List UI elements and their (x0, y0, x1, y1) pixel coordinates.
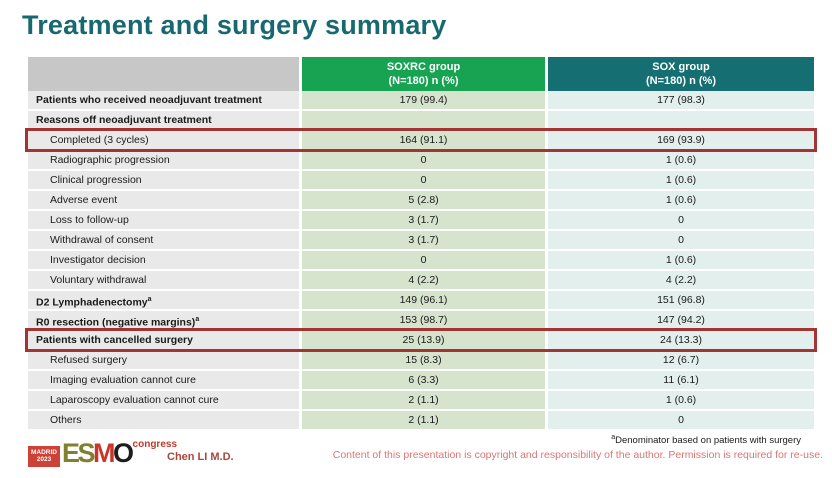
sox-value (548, 111, 814, 129)
soxrc-value: 5 (2.8) (302, 191, 548, 209)
table-row: Withdrawal of consent 3 (1.7) 0 (28, 231, 814, 249)
soxrc-value: 2 (1.1) (302, 411, 548, 429)
sox-value: 151 (96.8) (548, 291, 814, 309)
sox-value: 12 (6.7) (548, 351, 814, 369)
sox-value: 4 (2.2) (548, 271, 814, 289)
slide-title: Treatment and surgery summary (22, 10, 447, 40)
logo-city: MADRID (31, 449, 57, 456)
soxrc-value: 164 (91.1) (302, 131, 548, 149)
table-row: Reasons off neoadjuvant treatment (28, 111, 814, 129)
soxrc-value: 0 (302, 151, 548, 169)
sox-value: 1 (0.6) (548, 391, 814, 409)
row-label: Imaging evaluation cannot cure (28, 371, 302, 389)
table-row: Others 2 (1.1) 0 (28, 411, 814, 429)
esmo-letter-m: M (93, 438, 116, 468)
soxrc-value: 15 (8.3) (302, 351, 548, 369)
table-row: Voluntary withdrawal 4 (2.2) 4 (2.2) (28, 271, 814, 289)
sox-value: 1 (0.6) (548, 191, 814, 209)
soxrc-value: 6 (3.3) (302, 371, 548, 389)
sox-value: 11 (6.1) (548, 371, 814, 389)
row-label: Refused surgery (28, 351, 302, 369)
row-label: Laparoscopy evaluation cannot cure (28, 391, 302, 409)
header-cell-empty (28, 57, 302, 91)
congress-label: congress (132, 439, 178, 450)
soxrc-value: 4 (2.2) (302, 271, 548, 289)
row-label: Patients who received neoadjuvant treatm… (28, 91, 302, 109)
label-superscript: a (147, 296, 152, 303)
soxrc-value: 0 (302, 251, 548, 269)
sox-value: 0 (548, 411, 814, 429)
esmo-congress-logo: MADRID 2023 ESMO congress (28, 438, 177, 467)
row-label: Clinical progression (28, 171, 302, 189)
row-label: Withdrawal of consent (28, 231, 302, 249)
soxrc-value: 149 (96.1) (302, 291, 548, 309)
sox-value: 147 (94.2) (548, 311, 814, 329)
copyright-notice: Content of this presentation is copyrigh… (332, 449, 823, 461)
column-sub: (N=180) n (%) (646, 75, 716, 88)
table-row: Loss to follow-up 3 (1.7) 0 (28, 211, 814, 229)
table-row: Clinical progression 0 1 (0.6) (28, 171, 814, 189)
row-label: Voluntary withdrawal (28, 271, 302, 289)
table-row: Imaging evaluation cannot cure 6 (3.3) 11 … (28, 371, 814, 389)
soxrc-value: 0 (302, 171, 548, 189)
table-row-highlighted: Completed (3 cycles) 164 (91.1) 169 (93.9) (25, 128, 817, 152)
author-name: Chen LI M.D. (167, 451, 234, 463)
table-row: Investigator decision 0 1 (0.6) (28, 251, 814, 269)
row-label: Completed (3 cycles) (28, 131, 302, 149)
table-body: Patients who received neoadjuvant treatm… (25, 91, 817, 429)
table-row: Adverse event 5 (2.8) 1 (0.6) (28, 191, 814, 209)
row-label: Loss to follow-up (28, 211, 302, 229)
label-superscript: a (195, 316, 200, 323)
table-row: Radiographic progression 0 1 (0.6) (28, 151, 814, 169)
row-label: Investigator decision (28, 251, 302, 269)
soxrc-value (302, 111, 548, 129)
madrid-2023-badge: MADRID 2023 (28, 446, 60, 467)
footnote-text: Denominator based on patients with surge… (615, 435, 801, 447)
summary-table: SOXRC group (N=180) n (%) SOX group (N=1… (25, 57, 817, 431)
sox-value: 169 (93.9) (548, 131, 814, 149)
table-row: Patients who received neoadjuvant treatm… (28, 91, 814, 109)
sox-value: 1 (0.6) (548, 171, 814, 189)
soxrc-value: 179 (99.4) (302, 91, 548, 109)
sox-value: 0 (548, 231, 814, 249)
soxrc-value: 2 (1.1) (302, 391, 548, 409)
esmo-wordmark: ESMO (62, 438, 134, 468)
table-header-row: SOXRC group (N=180) n (%) SOX group (N=1… (28, 57, 814, 91)
row-label: Others (28, 411, 302, 429)
table-row-highlighted: Patients with cancelled surgery 25 (13.9)… (25, 328, 817, 352)
column-name: SOX group (652, 61, 710, 73)
soxrc-value: 3 (1.7) (302, 231, 548, 249)
column-name: SOXRC group (386, 61, 461, 73)
row-label: Adverse event (28, 191, 302, 209)
table-row: Laparoscopy evaluation cannot cure 2 (1.1… (28, 391, 814, 409)
esmo-letters-es: ES (62, 438, 96, 468)
column-sub: (N=180) n (%) (388, 75, 459, 88)
table-row: D2 Lymphadenectomya 149 (96.1) 151 (96.8) (28, 291, 814, 309)
soxrc-value: 3 (1.7) (302, 211, 548, 229)
header-cell-sox: SOX group (N=180) n (%) (548, 57, 814, 91)
row-label: D2 Lymphadenectomya (28, 291, 302, 309)
sox-value: 1 (0.6) (548, 151, 814, 169)
soxrc-value: 25 (13.9) (302, 331, 548, 349)
sox-value: 1 (0.6) (548, 251, 814, 269)
footnote-marker: a (611, 434, 616, 441)
logo-year: 2023 (36, 456, 52, 464)
header-cell-soxrc: SOXRC group (N=180) n (%) (302, 57, 548, 91)
table-row: R0 resection (negative margins)a 153 (98.… (28, 311, 814, 329)
sox-value: 177 (98.3) (548, 91, 814, 109)
row-label: Reasons off neoadjuvant treatment (28, 111, 302, 129)
sox-value: 24 (13.3) (548, 331, 814, 349)
esmo-letter-o: O (113, 438, 134, 468)
soxrc-value: 153 (98.7) (302, 311, 548, 329)
table-row: Refused surgery 15 (8.3) 12 (6.7) (28, 351, 814, 369)
sox-value: 0 (548, 211, 814, 229)
row-label: Radiographic progression (28, 151, 302, 169)
row-label: Patients with cancelled surgery (28, 331, 302, 349)
row-label: R0 resection (negative margins)a (28, 311, 302, 329)
table-footnote: aDenominator based on patients with surg… (611, 434, 801, 446)
